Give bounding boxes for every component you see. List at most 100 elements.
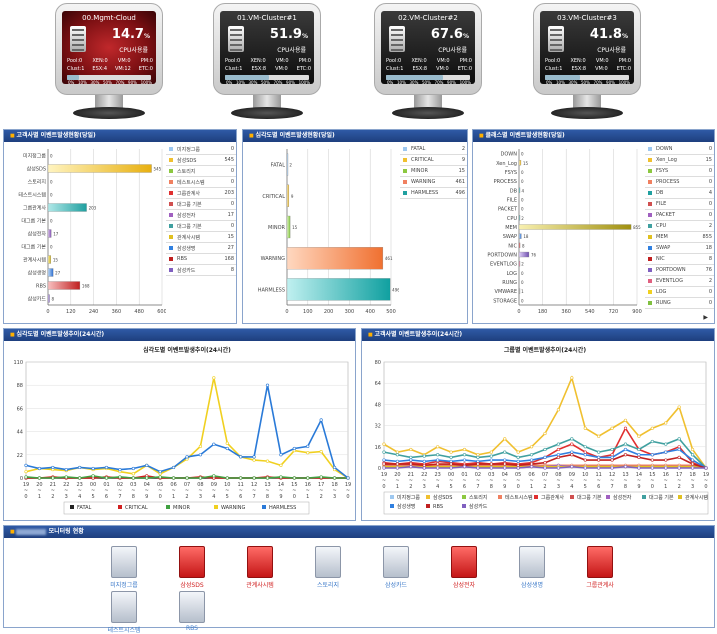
legend-item[interactable]: PROCESS 0	[645, 177, 714, 188]
legend-item[interactable]: HARMLESS 496	[400, 188, 467, 199]
tick: 30%	[568, 80, 578, 85]
legend-item[interactable]: FATAL 2	[400, 144, 467, 155]
legend-item[interactable]: 삼성카드 8	[166, 265, 236, 276]
legend-item[interactable]: 미지정그룹 0	[166, 144, 236, 155]
legend-item[interactable]: FSYS 0	[645, 166, 714, 177]
x-tick-label: 00	[90, 482, 96, 488]
legend-name: HARMLESS	[411, 190, 439, 196]
legend-item[interactable]: EVENTLOG 2	[645, 276, 714, 287]
legend-item[interactable]: MEM 855	[645, 232, 714, 243]
tick: 90%	[447, 80, 456, 85]
legend-name: 삼성생명	[397, 503, 415, 510]
x-tick-label: 0	[159, 494, 162, 500]
legend-item[interactable]: RBS 168	[166, 254, 236, 265]
legend-swatch	[648, 235, 652, 239]
server-status-item[interactable]: 삼성전자	[439, 546, 489, 589]
legend-next-arrow-icon[interactable]: ▶	[703, 314, 708, 321]
legend-item[interactable]: RUNG 0	[645, 298, 714, 309]
legend-item[interactable]: DB 4	[645, 188, 714, 199]
data-point	[78, 476, 82, 480]
legend-item[interactable]: WARNING 461	[400, 177, 467, 188]
data-point	[529, 445, 534, 449]
stat: PM:0	[618, 58, 631, 64]
cluster-monitor[interactable]: 03.VM-Cluster#3 41.8% CPU사용률 Pool:0 XEN:0…	[533, 3, 641, 123]
legend-item[interactable]: MINOR 15	[400, 166, 467, 177]
category-label: SWAP	[503, 234, 517, 240]
legend-name: 그룹관계사	[541, 494, 564, 501]
legend-item[interactable]: PORTDOWN 76	[645, 265, 714, 276]
legend-item[interactable]: Xen_Log 15	[645, 155, 714, 166]
category-label: 삼성전자	[28, 231, 47, 238]
x-tick-label: 1	[396, 484, 399, 490]
legend-item[interactable]: FILE 0	[645, 199, 714, 210]
cpu-percent: 41.8%	[590, 27, 628, 42]
category-label: VMWARE	[495, 289, 517, 295]
cpu-ticks: 0% 10% 30% 50% 70% 90% 100%	[546, 80, 630, 85]
legend-item[interactable]: 삼성전자 17	[166, 210, 236, 221]
legend-item[interactable]: SWAP 18	[645, 243, 714, 254]
data-point	[252, 455, 256, 459]
legend-value: 15	[227, 234, 234, 240]
legend-name: 삼성전자	[177, 212, 196, 219]
x-tick-sep: ~	[225, 488, 229, 494]
legend-item[interactable]: PACKET 0	[645, 210, 714, 221]
legend-item[interactable]: CRITICAL 9	[400, 155, 467, 166]
data-point	[104, 476, 109, 480]
x-tick-label: 2	[543, 484, 546, 490]
legend-item[interactable]: LOG 0	[645, 287, 714, 298]
data-point	[319, 450, 323, 454]
legend-item[interactable]: 삼성생명 27	[166, 243, 236, 254]
legend-item[interactable]: 관계사시템 15	[166, 232, 236, 243]
x-tick-label: 15	[649, 472, 655, 478]
legend-item[interactable]: CPU 2	[645, 221, 714, 232]
cluster-monitor[interactable]: 00.Mgmt-Cloud 14.7% CPU사용률 Pool:0 XEN:0 VM…	[55, 3, 163, 123]
x-tick-label: 3	[691, 484, 694, 490]
legend-item[interactable]: 삼성SDS 545	[166, 155, 236, 166]
stat: ETC:0	[296, 66, 311, 72]
server-status-item[interactable]: 스토리지	[303, 546, 353, 589]
cluster-monitor[interactable]: 01.VM-Cluster#1 51.9% CPU사용률 Pool:0 XEN:0…	[213, 3, 321, 123]
stat: XEN:0	[250, 58, 266, 64]
data-point	[225, 476, 229, 480]
data-point	[212, 376, 216, 380]
legend-item[interactable]: DOWN 0	[645, 144, 714, 155]
customer-event-panel: 고객사별 이벤트발생현황(당일) 0 120 240 360 480 600 미지정그룹 0 삼…	[3, 129, 237, 324]
bar-value-label: 8	[522, 243, 525, 248]
legend-item[interactable]: NIC 8	[645, 254, 714, 265]
server-status-item[interactable]: RBS	[167, 591, 217, 632]
server-status-item[interactable]: 미지정그룹	[99, 546, 149, 589]
server-status-item[interactable]: 관계사시템	[235, 546, 285, 589]
data-point	[637, 455, 641, 459]
legend-item[interactable]: 대그룹 기본 0	[166, 221, 236, 232]
legend-item[interactable]: 테스트시스템 0	[166, 177, 236, 188]
server-status-item[interactable]: 삼성생명	[507, 546, 557, 589]
data-point	[690, 466, 695, 470]
data-point	[664, 458, 668, 462]
server-status-item[interactable]: 삼성카드	[371, 546, 421, 589]
legend-item[interactable]: 그룹관계사 203	[166, 188, 236, 199]
data-point	[610, 455, 614, 459]
x-tick-sep: ~	[583, 478, 587, 484]
cluster-monitor[interactable]: 02.VM-Cluster#2 67.6% CPU사용률 Pool:0 XEN:0…	[374, 3, 482, 123]
x-tick-label: 600	[157, 309, 166, 315]
legend-swatch	[169, 235, 173, 239]
server-status-item[interactable]: 그룹관계사	[575, 546, 625, 589]
data-point	[516, 455, 520, 459]
monitor-stand	[253, 95, 281, 109]
server-status-item[interactable]: 테스트시스템	[99, 591, 149, 634]
x-tick-label: 400	[365, 309, 375, 315]
monitor-screen: 02.VM-Cluster#2 67.6% CPU사용률 Pool:0 XEN:0…	[381, 11, 475, 85]
server-status-item[interactable]: 삼성SDS	[167, 546, 217, 589]
x-tick-label: 03	[488, 472, 494, 478]
data-point	[409, 458, 413, 462]
data-point	[409, 462, 413, 466]
x-tick-label: 180	[538, 309, 548, 315]
x-tick-label: 01	[461, 472, 467, 478]
server-icon	[111, 591, 137, 623]
legend-item[interactable]: 스토리지 0	[166, 166, 236, 177]
x-tick-sep: ~	[332, 488, 336, 494]
data-point	[131, 476, 135, 480]
data-point	[543, 466, 547, 470]
legend-item[interactable]: 대그룹 기본 0	[166, 199, 236, 210]
y-tick-label: 66	[17, 406, 23, 412]
